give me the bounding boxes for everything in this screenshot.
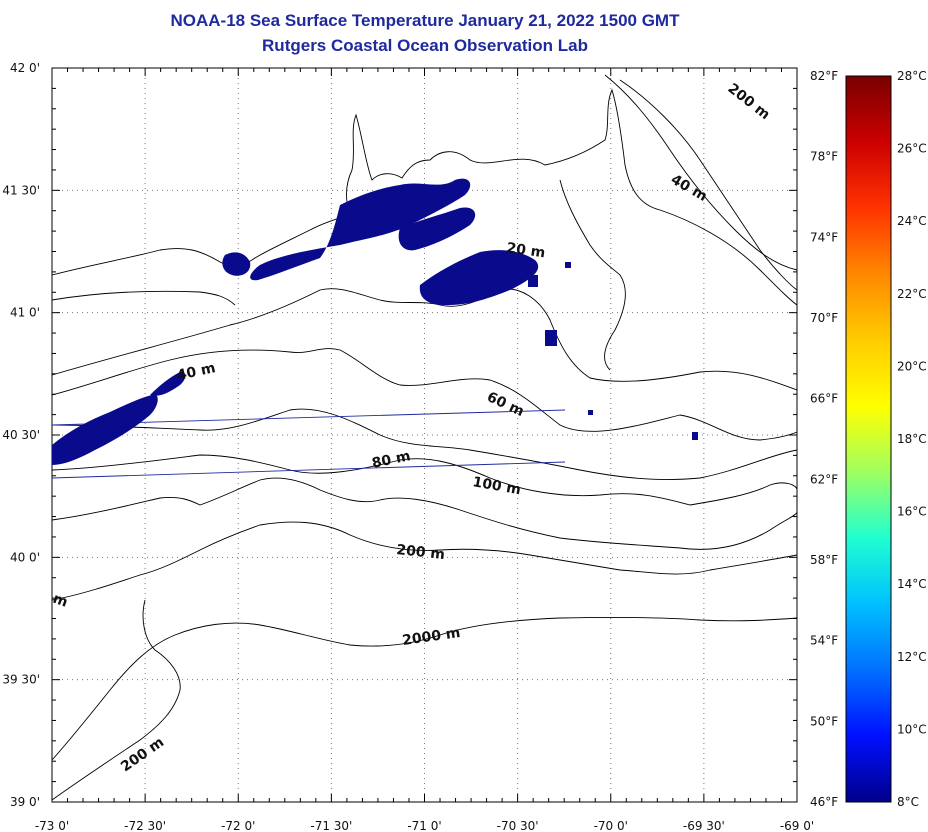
sst-patch-shelf-north [150, 371, 186, 396]
celsius-label: 8°C [897, 795, 919, 809]
contour-200m-east [619, 79, 798, 291]
contour-2000m [51, 616, 798, 761]
sst-patch-vineyard [419, 250, 539, 306]
colorbar [845, 75, 892, 803]
sst-pixel [565, 262, 571, 268]
lat-label: 40 0' [10, 550, 40, 564]
chart-subtitle: Rutgers Coastal Ocean Observation Lab [262, 36, 588, 55]
contour-100m [51, 477, 798, 550]
fahrenheit-label: 58°F [810, 553, 838, 567]
lon-label: -70 30' [497, 819, 539, 832]
celsius-label: 22°C [897, 287, 927, 301]
contour-label-group: 200 m 40 m 20 m 40 m 60 m 80 m 100 m 200… [51, 81, 773, 776]
contour-label-20m: 20 m [505, 240, 546, 261]
cape-cod [559, 179, 626, 371]
celsius-label: 26°C [897, 142, 927, 156]
sst-patch-sound [398, 207, 476, 251]
transect-2 [51, 461, 566, 479]
sst-patch-block [222, 252, 251, 276]
chart-title: NOAA-18 Sea Surface Temperature January … [170, 11, 680, 30]
latitude-labels: 42 0' 41 30' 41 0' 40 30' 40 0' 39 30' 39 0' [2, 61, 40, 809]
celsius-label: 10°C [897, 722, 927, 736]
contour-label-40m-w: 40 m [176, 360, 217, 384]
contour-80m [51, 454, 798, 506]
sst-pixel [692, 432, 698, 440]
island-coast [51, 290, 236, 306]
celsius-label: 12°C [897, 650, 927, 664]
lon-label: -69 0' [780, 819, 814, 832]
fahrenheit-label: 62°F [810, 472, 838, 486]
sst-patch-shelf [52, 394, 158, 465]
celsius-label: 18°C [897, 432, 927, 446]
graticule-grid [52, 68, 797, 802]
sst-pixel [545, 330, 557, 346]
fahrenheit-labels: 82°F 78°F 74°F 70°F 66°F 62°F 58°F 54°F 50°F 46°F [810, 69, 838, 809]
lat-label: 42 0' [10, 61, 40, 75]
lon-label: -70 0' [594, 819, 628, 832]
lat-label: 39 0' [10, 795, 40, 809]
axis-ticks [51, 67, 798, 803]
celsius-label: 24°C [897, 214, 927, 228]
longitude-labels: -73 0' -72 30' -72 0' -71 30' -71 0' -70 30' -… [35, 819, 814, 832]
sst-pixel [588, 410, 593, 415]
contour-label-200m: 200 m [396, 542, 446, 563]
lon-label: -71 0' [407, 819, 441, 832]
fahrenheit-label: 50°F [810, 714, 838, 728]
lat-label: 41 0' [10, 306, 40, 320]
lat-label: 41 30' [2, 183, 40, 197]
lon-label: -71 30' [310, 819, 352, 832]
fahrenheit-label: 66°F [810, 392, 838, 406]
lon-label: -72 0' [221, 819, 255, 832]
coastline [51, 88, 798, 306]
fahrenheit-label: 70°F [810, 311, 838, 325]
contour-label-80m: 80 m [371, 448, 412, 472]
lat-label: 40 30' [2, 428, 40, 442]
fahrenheit-label: 46°F [810, 795, 838, 809]
celsius-label: 16°C [897, 505, 927, 519]
contour-200m [51, 521, 798, 601]
fahrenheit-label: 82°F [810, 69, 838, 83]
contour-label-edge: m [51, 591, 70, 611]
sst-patch-narragansett [250, 178, 471, 281]
contour-60m [51, 408, 798, 481]
fahrenheit-label: 78°F [810, 150, 838, 164]
celsius-labels: 28°C 26°C 24°C 22°C 20°C 18°C 16°C 14°C 12°C 10°C… [897, 69, 927, 809]
sst-pixel [528, 275, 538, 287]
contour-40m [51, 348, 798, 441]
celsius-label: 14°C [897, 577, 927, 591]
contour-40m-east [604, 74, 798, 271]
fahrenheit-label: 74°F [810, 230, 838, 244]
contour-20m [51, 288, 798, 391]
contour-200m-deep [51, 599, 181, 801]
celsius-label: 28°C [897, 69, 927, 83]
sst-patches [52, 178, 698, 465]
lon-label: -69 30' [683, 819, 725, 832]
bathymetry-contours [51, 74, 798, 801]
celsius-label: 20°C [897, 359, 927, 373]
lon-label: -73 0' [35, 819, 69, 832]
lat-label: 39 30' [2, 673, 40, 687]
fahrenheit-label: 54°F [810, 634, 838, 648]
lon-label: -72 30' [124, 819, 166, 832]
